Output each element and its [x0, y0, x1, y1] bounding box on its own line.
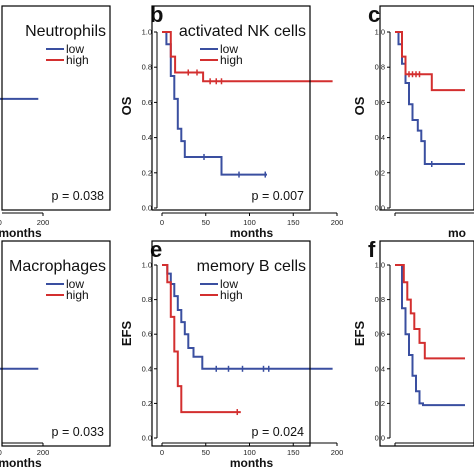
y-axis-label: OS — [119, 96, 134, 115]
y-tick-label: 0.8 — [142, 63, 152, 72]
x-tick-label: 150 — [287, 218, 300, 227]
x-axis-label: months — [0, 226, 42, 240]
panel-letter: c — [368, 2, 380, 27]
x-tick-label: 150 — [0, 448, 2, 457]
km-curve — [395, 264, 465, 360]
x-tick-label: 200 — [37, 448, 50, 457]
axes: 0.0 0.2 0.4 0.6 0.8 1.0 0 50 100 150 200 — [142, 28, 344, 228]
panel-letter: b — [150, 2, 163, 27]
km-panel-a: 100150200monthsNeutrophilslowhighp = 0.0… — [0, 5, 111, 240]
x-axis-label: mo — [448, 226, 466, 240]
km-panel-d: 100150200monthsMacrophageslowhighp = 0.0… — [0, 240, 111, 470]
x-tick-label: 100 — [243, 218, 256, 227]
x-tick-label: 200 — [331, 218, 344, 227]
series-low — [0, 97, 39, 100]
x-tick-label: 150 — [287, 448, 300, 457]
y-tick-label: 0.4 — [142, 364, 152, 373]
x-axis-label: months — [0, 456, 42, 470]
p-value: p = 0.033 — [52, 425, 105, 439]
series-0 — [395, 31, 465, 167]
series-high — [162, 31, 333, 85]
x-tick-label: 200 — [331, 448, 344, 457]
series-0 — [395, 264, 465, 407]
km-curve — [162, 31, 333, 83]
km-curve — [162, 264, 333, 370]
y-tick-label: 1.0 — [142, 261, 152, 270]
legend-label: low — [220, 42, 238, 56]
panel-frame — [1, 5, 111, 211]
p-value: p = 0.007 — [252, 189, 305, 203]
km-panel-c: c0.00.20.40.60.81.0 OS mo — [352, 2, 474, 240]
km-panel-e: e 0.0 0.2 0.4 0.6 0.8 1.0 0 50 100 150 200 EFS months… — [119, 237, 343, 470]
legend-label: high — [220, 53, 243, 67]
km-panel-b: b 0.0 0.2 0.4 0.6 0.8 1.0 0 50 100 150 200 OS months a… — [119, 2, 343, 240]
y-axis-label: EFS — [352, 321, 367, 347]
legend-label: low — [66, 42, 84, 56]
y-tick-label: 1.0 — [142, 28, 152, 37]
series-low — [162, 264, 333, 372]
x-tick-label: 100 — [243, 448, 256, 457]
km-curve — [162, 31, 267, 176]
panel-letter: f — [368, 237, 376, 262]
km-curve — [395, 31, 465, 165]
panel-title: activated NK cells — [179, 23, 306, 40]
panel-title: Macrophages — [9, 258, 106, 275]
series-low — [0, 367, 39, 370]
series-low — [162, 31, 267, 178]
km-curve — [395, 31, 465, 92]
panel-frame — [151, 5, 311, 211]
y-axis-label: OS — [352, 96, 367, 115]
panel-frame — [379, 240, 474, 447]
p-value: p = 0.038 — [52, 189, 105, 203]
axes: 0.0 0.2 0.4 0.6 0.8 1.0 0 50 100 150 200 — [142, 261, 344, 458]
series-1 — [395, 31, 465, 92]
panel-title: memory B cells — [197, 258, 306, 275]
legend-label: low — [66, 277, 84, 291]
y-tick-label: 0.8 — [142, 295, 152, 304]
series-high — [162, 264, 241, 416]
p-value: p = 0.024 — [252, 425, 305, 439]
y-tick-label: 0.0 — [142, 434, 152, 443]
legend-label: high — [220, 288, 243, 302]
x-tick-label: 150 — [0, 218, 2, 227]
panel-title: Neutrophils — [25, 23, 106, 40]
y-axis-label: EFS — [119, 321, 134, 347]
panel-frame — [1, 240, 111, 447]
x-tick-label: 50 — [202, 448, 210, 457]
x-tick-label: 200 — [37, 218, 50, 227]
legend-label: high — [66, 288, 89, 302]
km-curve — [162, 264, 241, 414]
panel-frame — [151, 240, 311, 447]
x-tick-label: 50 — [202, 218, 210, 227]
axes: 0.00.20.40.60.81.0 — [375, 28, 474, 216]
y-tick-label: 0.4 — [142, 133, 152, 142]
y-tick-label: 0.2 — [142, 168, 152, 177]
x-axis-label: months — [230, 456, 274, 470]
y-tick-label: 0.2 — [142, 399, 152, 408]
km-curve — [395, 264, 465, 407]
y-tick-label: 0.6 — [142, 330, 152, 339]
panel-frame — [379, 5, 474, 211]
series-1 — [395, 264, 465, 360]
x-tick-label: 0 — [160, 218, 164, 227]
y-tick-label: 0.0 — [142, 204, 152, 213]
panel-letter: e — [150, 237, 162, 262]
legend-label: low — [220, 277, 238, 291]
x-axis-label: months — [230, 226, 274, 240]
x-tick-label: 0 — [160, 448, 164, 457]
legend-label: high — [66, 53, 89, 67]
y-tick-label: 0.6 — [142, 98, 152, 107]
